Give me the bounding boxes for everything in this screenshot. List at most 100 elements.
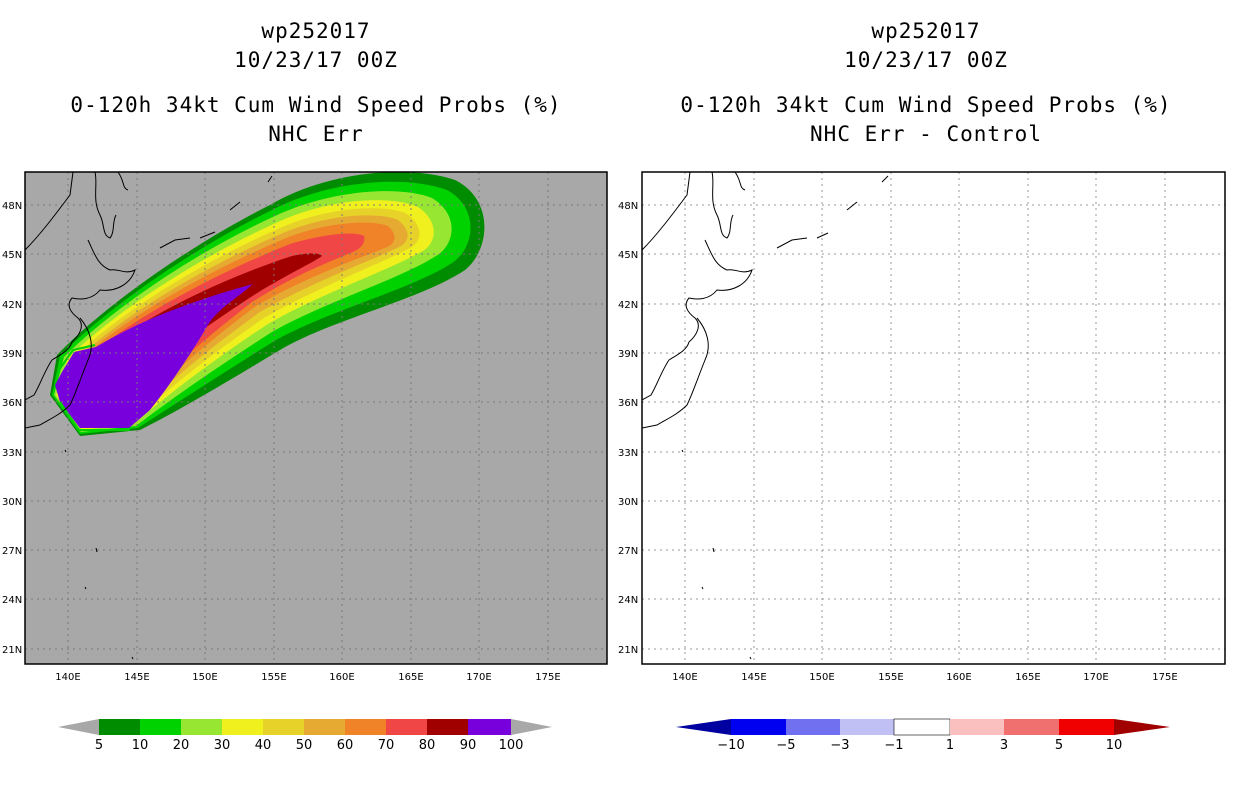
colorbar-bin-3-5: [1004, 719, 1059, 735]
colorbar-label: 1: [946, 738, 954, 753]
right-colorbar-high-arrow: [1114, 719, 1170, 735]
left-coastlines: [25, 172, 273, 660]
colorbar-label: 5: [95, 738, 103, 753]
lat-label: 36N: [2, 398, 22, 409]
lon-label: 170E: [1083, 672, 1108, 683]
lat-label: 27N: [2, 546, 22, 557]
colorbar-bin-neg10-neg5: [731, 719, 786, 735]
colorbar-label: 5: [1055, 738, 1063, 753]
right-title-block: wp252017 10/23/17 00Z 0-120h 34kt Cum Wi…: [626, 17, 1226, 149]
probability-swath: [50, 172, 485, 436]
colorbar-bin-60-70: [345, 719, 386, 735]
left-datetime: 10/23/17 00Z: [234, 48, 398, 72]
right-map-background: [642, 172, 1225, 664]
lat-label: 30N: [618, 497, 638, 508]
lon-label: 140E: [55, 672, 80, 683]
colorbar-label: −3: [830, 738, 849, 753]
colorbar-label: 90: [460, 738, 477, 753]
colorbar-bin-80-90: [427, 719, 468, 735]
lon-label: 160E: [329, 672, 354, 683]
lat-label: 27N: [618, 546, 638, 557]
colorbar-label: 60: [337, 738, 354, 753]
left-title-block: wp252017 10/23/17 00Z 0-120h 34kt Cum Wi…: [16, 17, 616, 149]
colorbar-bin-5-10: [1059, 719, 1114, 735]
colorbar-label: 100: [499, 738, 524, 753]
colorbar-label: 3: [1000, 738, 1008, 753]
lon-label: 155E: [878, 672, 903, 683]
right-storm-id: wp252017: [871, 19, 981, 43]
colorbar-bin-30-40: [222, 719, 263, 735]
right-colorbar-low-arrow: [676, 719, 731, 735]
colorbar-bin-neg5-neg3: [786, 719, 840, 735]
colorbar-bin-10-20: [140, 719, 181, 735]
colorbar-label: 40: [255, 738, 272, 753]
lat-label: 45N: [2, 250, 22, 261]
left-subtitle: NHC Err: [268, 122, 364, 146]
lat-label: 42N: [618, 300, 638, 311]
left-map: 48N 45N 42N 39N 36N 33N 30N 27N 24N 21N …: [2, 171, 608, 683]
colorbar-bin-5-10: [99, 719, 140, 735]
right-map-frame: [641, 171, 1226, 665]
colorbar-label: 70: [378, 738, 395, 753]
lon-label: 165E: [1015, 672, 1040, 683]
colorbar-label: 50: [296, 738, 313, 753]
lat-label: 24N: [2, 595, 22, 606]
lat-label: 21N: [618, 645, 638, 656]
lon-label: 145E: [741, 672, 766, 683]
right-map: 48N 45N 42N 39N 36N 33N 30N 27N 24N 21N …: [618, 171, 1226, 683]
colorbar-label: 10: [1106, 738, 1123, 753]
right-product-title: 0-120h 34kt Cum Wind Speed Probs (%): [680, 93, 1172, 117]
right-coastlines: [642, 172, 889, 660]
lat-label: 36N: [618, 398, 638, 409]
lat-label: 39N: [618, 349, 638, 360]
left-storm-id: wp252017: [261, 19, 371, 43]
right-colorbar: −10 −5 −3 −1 1 3 5 10: [676, 718, 1170, 753]
colorbar-bin-90-100: [468, 719, 511, 735]
lon-label: 160E: [946, 672, 971, 683]
left-colorbar-low-arrow: [58, 719, 99, 735]
lon-label: 150E: [192, 672, 217, 683]
lon-label: 170E: [466, 672, 491, 683]
colorbar-bin-20-30: [181, 719, 222, 735]
colorbar-bin-40-50: [263, 719, 304, 735]
lat-label: 39N: [2, 349, 22, 360]
colorbar-bin-70-80: [386, 719, 427, 735]
colorbar-label: 80: [419, 738, 436, 753]
colorbar-label: −5: [776, 738, 795, 753]
left-graticule: [25, 172, 607, 664]
left-map-frame: [24, 171, 608, 665]
lat-label: 45N: [618, 250, 638, 261]
lat-label: 30N: [2, 497, 22, 508]
lon-label: 175E: [535, 672, 560, 683]
colorbar-label: 30: [214, 738, 231, 753]
lon-label: 155E: [261, 672, 286, 683]
colorbar-label: 20: [173, 738, 190, 753]
lon-label: 175E: [1152, 672, 1177, 683]
colorbar-bin-1-3: [950, 719, 1004, 735]
lat-label: 42N: [2, 300, 22, 311]
lon-label: 165E: [398, 672, 423, 683]
lon-label: 145E: [124, 672, 149, 683]
left-colorbar-high-arrow: [511, 719, 552, 735]
lat-label: 33N: [2, 448, 22, 459]
lon-label: 150E: [809, 672, 834, 683]
lat-label: 21N: [2, 645, 22, 656]
right-lon-labels: 140E 145E 150E 155E 160E 165E 170E 175E: [672, 672, 1177, 683]
right-graticule: [642, 172, 1225, 664]
left-product-title: 0-120h 34kt Cum Wind Speed Probs (%): [70, 93, 562, 117]
swath-inner-edge: [58, 344, 130, 431]
colorbar-label: −10: [717, 738, 744, 753]
right-subtitle: NHC Err - Control: [810, 122, 1042, 146]
left-lon-labels: 140E 145E 150E 155E 160E 165E 170E 175E: [55, 672, 560, 683]
colorbar-label: 10: [132, 738, 149, 753]
colorbar-bin-neg1-1: [893, 718, 951, 736]
swath-90pct: [55, 284, 253, 428]
colorbar-label: −1: [884, 738, 903, 753]
colorbar-bin-neg3-neg1: [840, 719, 894, 735]
right-datetime: 10/23/17 00Z: [844, 48, 1008, 72]
lat-label: 33N: [618, 448, 638, 459]
lat-label: 48N: [2, 201, 22, 212]
lat-label: 24N: [618, 595, 638, 606]
colorbar-bin-50-60: [304, 719, 345, 735]
